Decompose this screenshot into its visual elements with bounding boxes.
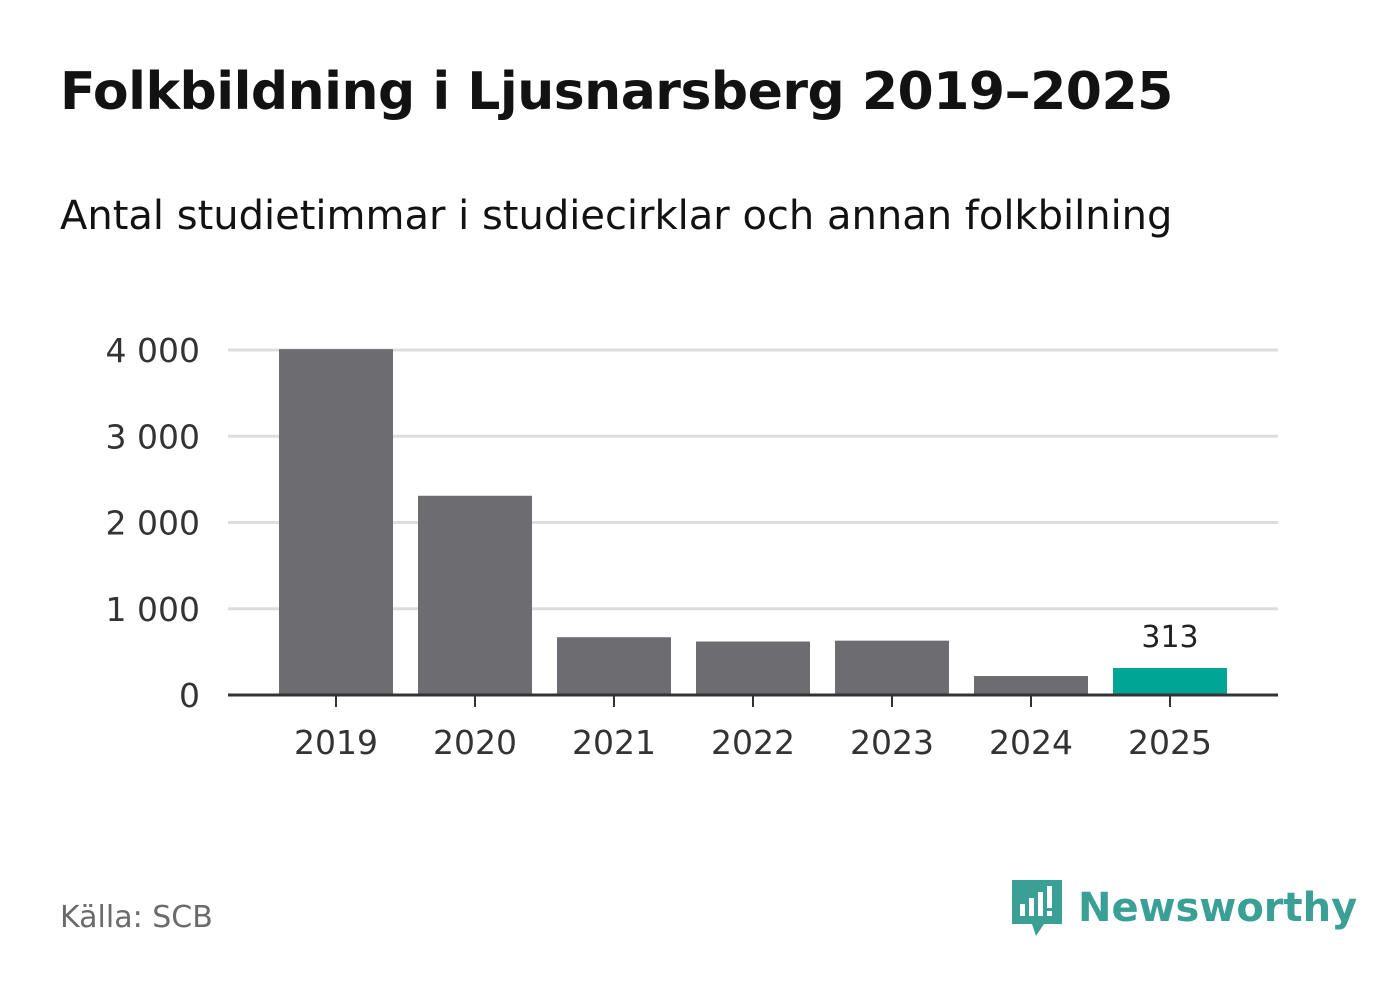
bar-2021 xyxy=(557,637,671,695)
brand-name: Newsworthy xyxy=(1078,885,1358,931)
y-tick-label: 2 000 xyxy=(106,504,200,543)
chart-title: Folkbildning i Ljusnarsberg 2019–2025 xyxy=(60,62,1173,122)
x-tick-label: 2022 xyxy=(711,723,795,762)
bar-2019 xyxy=(279,349,393,695)
x-tick-label: 2024 xyxy=(989,723,1073,762)
y-tick-label: 0 xyxy=(179,676,200,715)
source-note: Källa: SCB xyxy=(60,900,213,935)
bar-2025 xyxy=(1113,668,1227,695)
x-tick-label: 2023 xyxy=(850,723,934,762)
x-tick-label: 2021 xyxy=(572,723,656,762)
chart-subtitle: Antal studietimmar i studiecirklar och a… xyxy=(60,193,1173,239)
data-label: 313 xyxy=(1141,620,1198,655)
bar-2020 xyxy=(418,495,532,695)
y-tick-label: 3 000 xyxy=(106,417,200,456)
y-tick-label: 4 000 xyxy=(106,331,200,370)
y-tick-label: 1 000 xyxy=(106,590,200,629)
bar-2023 xyxy=(835,640,949,695)
brand-logo: Newsworthy xyxy=(1010,878,1357,938)
x-tick-label: 2025 xyxy=(1128,723,1212,762)
newsworthy-logo-icon xyxy=(1012,880,1062,936)
bar-2022 xyxy=(696,641,810,695)
x-tick-label: 2019 xyxy=(294,723,378,762)
x-tick-label: 2020 xyxy=(433,723,517,762)
bar-2024 xyxy=(974,676,1088,695)
